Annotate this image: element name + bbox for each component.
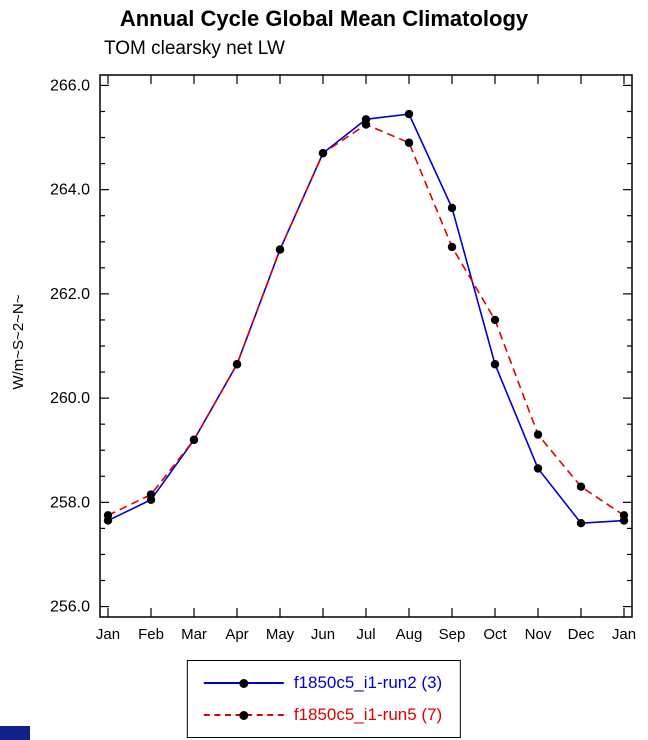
legend-item-run2: f1850c5_i1-run2 (3) bbox=[203, 667, 443, 699]
data-point-marker bbox=[404, 138, 414, 147]
data-point-marker bbox=[275, 245, 285, 254]
x-tick-label: Jan bbox=[612, 626, 636, 643]
legend-item-run5: f1850c5_i1-run5 (7) bbox=[203, 699, 443, 731]
data-point-marker bbox=[576, 482, 586, 491]
legend-line-sample-solid bbox=[203, 678, 284, 688]
chart-canvas: Jan Feb Mar Apr May Jun Jul Aug Sep Oct Nov Dec Jan 2… bbox=[50, 74, 636, 643]
chart-subtitle: TOM clearsky net LW bbox=[104, 38, 285, 59]
y-tick-label: 256.0 bbox=[50, 599, 90, 616]
data-point-marker bbox=[533, 430, 543, 439]
legend: f1850c5_i1-run2 (3) f1850c5_i1-run5 (7) bbox=[186, 660, 462, 738]
legend-marker-dot bbox=[239, 710, 249, 720]
x-tick-label: Nov bbox=[525, 626, 552, 643]
data-point-marker bbox=[447, 242, 457, 252]
y-tick-label: 264.0 bbox=[50, 182, 90, 199]
y-tick-label: 262.0 bbox=[50, 286, 90, 303]
data-point-marker bbox=[533, 464, 543, 473]
data-point-marker bbox=[447, 203, 457, 213]
data-point-marker bbox=[619, 511, 629, 520]
legend-marker-dot bbox=[239, 678, 249, 688]
data-point-marker bbox=[146, 490, 156, 499]
data-point-marker bbox=[189, 435, 199, 445]
data-point-marker bbox=[490, 360, 500, 369]
data-point-marker bbox=[318, 148, 328, 158]
x-tick-label: Aug bbox=[396, 626, 423, 643]
x-tick-label: May bbox=[266, 626, 295, 643]
chart-title: Annual Cycle Global Mean Climatology bbox=[119, 6, 529, 31]
data-point-marker bbox=[103, 511, 113, 520]
y-tick-label: 266.0 bbox=[50, 77, 90, 94]
data-point-marker bbox=[232, 360, 242, 369]
data-point-marker bbox=[490, 315, 500, 325]
x-tick-label: Mar bbox=[181, 626, 207, 643]
x-tick-label: Sep bbox=[439, 626, 466, 643]
y-tick-label: 260.0 bbox=[50, 390, 90, 407]
series-line-0 bbox=[107, 113, 625, 525]
legend-label-run2: f1850c5_i1-run2 (3) bbox=[293, 673, 443, 692]
plot-border bbox=[99, 74, 633, 618]
data-point-marker bbox=[404, 109, 414, 119]
legend-line-sample-dashed bbox=[203, 710, 284, 720]
x-tick-label: Apr bbox=[225, 626, 248, 643]
x-tick-label: Jun bbox=[311, 626, 335, 643]
data-point-marker bbox=[576, 518, 586, 528]
x-tick-label: Dec bbox=[568, 626, 595, 643]
data-point-marker bbox=[361, 120, 371, 129]
x-tick-label: Oct bbox=[483, 626, 507, 643]
x-tick-label: Feb bbox=[138, 626, 164, 643]
legend-label-run5: f1850c5_i1-run5 (7) bbox=[293, 705, 443, 724]
y-tick-label: 258.0 bbox=[50, 494, 90, 511]
x-tick-label: Jan bbox=[96, 626, 120, 643]
series-line-1 bbox=[107, 123, 625, 517]
logo-mark bbox=[0, 726, 30, 740]
x-tick-label: Jul bbox=[356, 626, 375, 643]
